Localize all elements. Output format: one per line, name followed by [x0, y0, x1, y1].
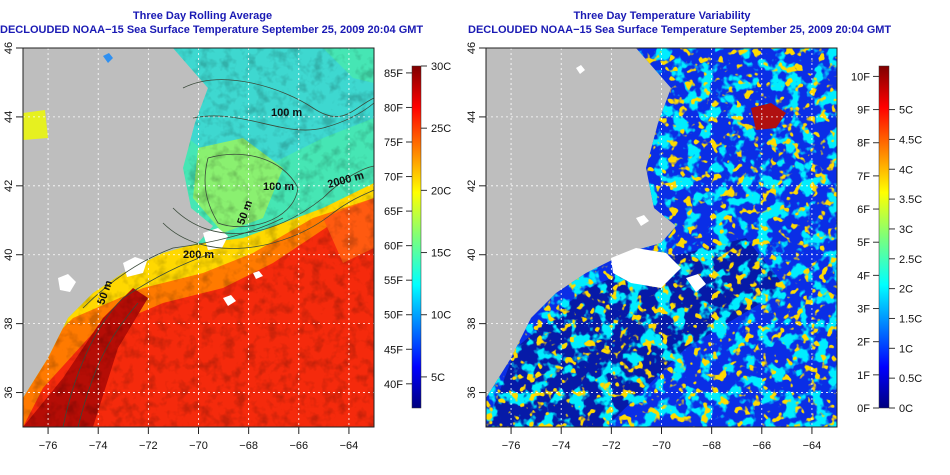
variability-colorbar — [878, 65, 890, 409]
celsius-tick-label: 0.5C — [899, 373, 922, 385]
fahrenheit-tick-label: 65F — [384, 206, 403, 218]
celsius-tick-label: 2C — [899, 284, 913, 296]
celsius-tick-label: 20C — [431, 185, 451, 197]
temperature-colorbar — [411, 65, 422, 409]
y-tick-label: 46 — [3, 42, 15, 54]
celsius-tick-label: 30C — [431, 61, 451, 73]
celsius-tick-label: 1C — [899, 343, 913, 355]
x-tick-label: −64 — [803, 440, 822, 452]
fahrenheit-tick-label: 1F — [857, 370, 870, 382]
celsius-tick-label: 4C — [899, 164, 913, 176]
celsius-tick-label: 5C — [899, 105, 913, 117]
contour-label: 100 m — [271, 107, 302, 119]
celsius-tick-label: 3.5C — [899, 194, 922, 206]
y-tick-label: 36 — [3, 386, 15, 398]
fahrenheit-tick-label: 45F — [384, 344, 403, 356]
fahrenheit-tick-label: 8F — [857, 138, 870, 150]
fahrenheit-tick-label: 40F — [384, 379, 403, 391]
sst-map: 100 m 100 m 50 m 2000 m 200 m 50 m — [22, 47, 375, 428]
fahrenheit-tick-label: 9F — [857, 105, 870, 117]
cloud-mask-patches — [58, 228, 263, 306]
celsius-tick-label: 15C — [431, 248, 451, 260]
celsius-tick-label: 3C — [899, 224, 913, 236]
y-tick-label: 38 — [466, 318, 478, 330]
fahrenheit-tick-label: 70F — [384, 172, 403, 184]
celsius-tick-label: 2.5C — [899, 254, 922, 266]
y-tick-label: 46 — [466, 42, 478, 54]
fahrenheit-tick-label: 0F — [857, 403, 870, 415]
fahrenheit-tick-label: 4F — [857, 270, 870, 282]
left-map-title: Three Day Rolling Average — [132, 10, 273, 22]
left-map-subtitle: DECLOUDED NOAA−15 Sea Surface Temperatur… — [0, 24, 424, 36]
x-tick-label: −68 — [239, 440, 258, 452]
x-tick-label: −66 — [289, 440, 308, 452]
x-tick-label: −74 — [552, 440, 571, 452]
x-tick-label: −72 — [139, 440, 158, 452]
celsius-tick-label: 1.5C — [899, 313, 922, 325]
fahrenheit-tick-label: 55F — [384, 275, 403, 287]
x-tick-label: −74 — [89, 440, 108, 452]
fahrenheit-tick-label: 50F — [384, 310, 403, 322]
y-tick-label: 36 — [466, 386, 478, 398]
x-tick-label: −70 — [652, 440, 671, 452]
fahrenheit-tick-label: 85F — [384, 68, 403, 80]
variability-map — [485, 47, 838, 428]
bathymetry-contours — [62, 79, 375, 428]
x-tick-label: −64 — [340, 440, 359, 452]
contour-label: 100 m — [263, 181, 294, 193]
x-tick-label: −66 — [752, 440, 771, 452]
cloud-mask-patches — [576, 65, 706, 292]
right-map-subtitle: DECLOUDED NOAA−15 Sea Surface Temperatur… — [468, 24, 892, 36]
y-tick-label: 38 — [3, 318, 15, 330]
inland-lake-patch — [103, 53, 113, 63]
y-tick-label: 44 — [3, 111, 15, 123]
y-tick-label: 44 — [466, 111, 478, 123]
y-tick-label: 40 — [3, 249, 15, 261]
fahrenheit-tick-label: 80F — [384, 102, 403, 114]
right-map-title: Three Day Temperature Variability — [573, 10, 751, 22]
celsius-tick-label: 5C — [431, 372, 445, 384]
fahrenheit-tick-label: 5F — [857, 237, 870, 249]
y-tick-label: 40 — [466, 249, 478, 261]
celsius-tick-label: 4.5C — [899, 134, 922, 146]
fahrenheit-tick-label: 2F — [857, 337, 870, 349]
x-tick-label: −70 — [189, 440, 208, 452]
fahrenheit-tick-label: 7F — [857, 171, 870, 183]
x-tick-label: −72 — [602, 440, 621, 452]
x-tick-label: −76 — [502, 440, 521, 452]
celsius-tick-label: 25C — [431, 123, 451, 135]
fahrenheit-tick-label: 3F — [857, 304, 870, 316]
fahrenheit-tick-label: 60F — [384, 241, 403, 253]
inland-lake-patch — [23, 110, 48, 140]
celsius-tick-label: 0C — [899, 403, 913, 415]
fahrenheit-tick-label: 10F — [851, 71, 870, 83]
y-tick-label: 42 — [3, 180, 15, 192]
x-tick-label: −76 — [39, 440, 58, 452]
fahrenheit-tick-label: 6F — [857, 204, 870, 216]
y-tick-label: 42 — [466, 180, 478, 192]
celsius-tick-label: 10C — [431, 310, 451, 322]
x-tick-label: −68 — [702, 440, 721, 452]
fahrenheit-tick-label: 75F — [384, 137, 403, 149]
